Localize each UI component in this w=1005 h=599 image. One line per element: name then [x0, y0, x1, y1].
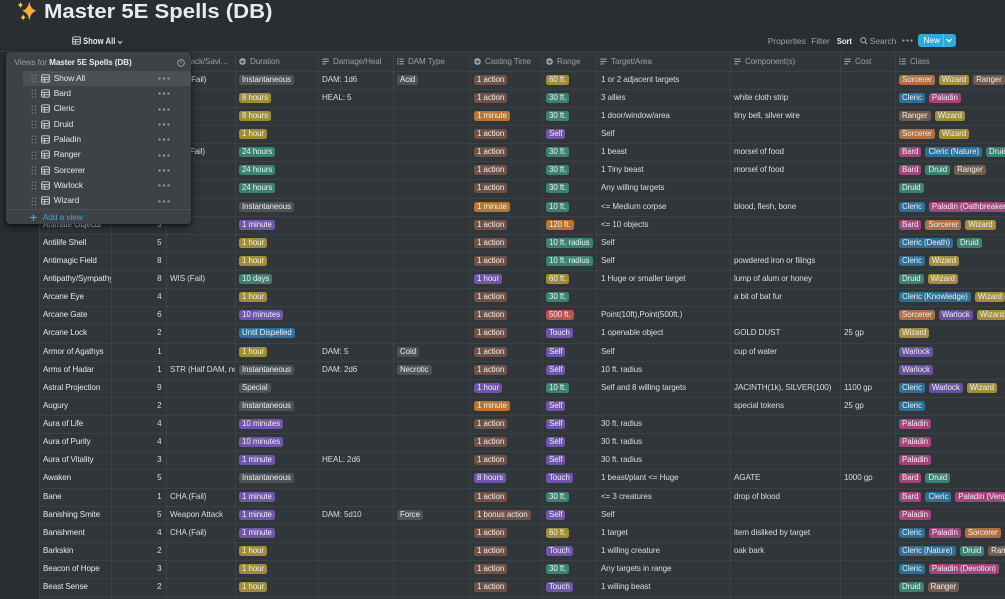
svg-text:?: ?: [180, 61, 183, 67]
